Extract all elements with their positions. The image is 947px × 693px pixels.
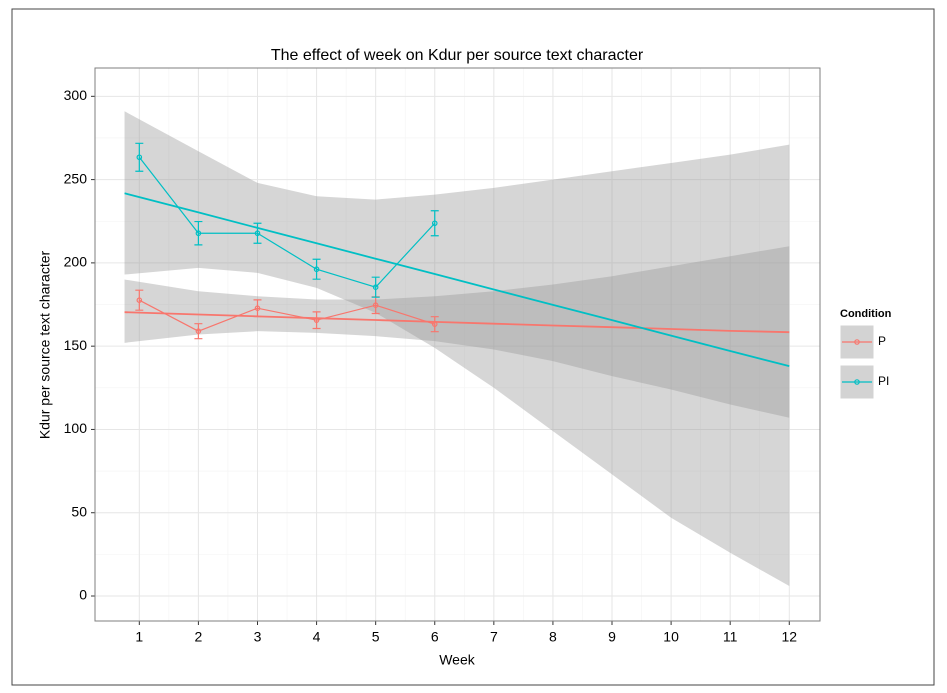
x-tick-label: 3 — [254, 629, 262, 645]
x-tick-label: 1 — [135, 629, 143, 645]
error-bar — [253, 222, 262, 244]
error-bar — [135, 289, 144, 311]
point — [195, 328, 202, 334]
y-tick-label: 150 — [64, 337, 88, 353]
x-tick-label: 12 — [781, 629, 797, 645]
y-tick-label: 100 — [64, 420, 88, 436]
legend-label: P — [878, 334, 886, 348]
error-bar — [371, 276, 380, 298]
series-line — [138, 156, 436, 288]
legend-label: PI — [878, 374, 889, 388]
point — [254, 230, 261, 237]
legend-title: Condition — [840, 308, 892, 320]
error-bar — [253, 299, 262, 318]
x-tick-label: 2 — [195, 629, 203, 645]
error-bar — [194, 323, 203, 340]
x-axis-label: Week — [439, 652, 476, 668]
point — [313, 266, 320, 273]
point — [195, 230, 202, 237]
panel — [95, 68, 820, 621]
error-bar — [312, 258, 321, 280]
error-bar — [194, 220, 203, 246]
y-tick-label: 300 — [64, 87, 88, 103]
x-tick-label: 10 — [663, 629, 679, 645]
x-tick-label: 7 — [490, 629, 498, 645]
fit-line — [124, 192, 790, 368]
x-tick-label: 11 — [723, 629, 738, 645]
panel-border — [94, 67, 821, 622]
point — [136, 154, 143, 161]
confidence-ribbon — [124, 246, 790, 418]
series-line — [139, 299, 435, 332]
error-bar — [312, 311, 321, 330]
point — [431, 220, 438, 227]
chart-title: The effect of week on Kdur per source te… — [271, 47, 644, 64]
point — [254, 305, 261, 311]
y-tick-label: 0 — [79, 587, 87, 603]
point — [372, 302, 379, 308]
legend-point — [854, 379, 860, 385]
y-tick-label: 200 — [64, 254, 88, 270]
point — [372, 284, 379, 291]
error-bar — [135, 142, 144, 172]
x-tick-label: 4 — [313, 629, 321, 645]
point — [313, 317, 320, 323]
y-tick-label: 50 — [71, 503, 87, 519]
x-tick-label: 8 — [549, 629, 557, 645]
fit-line — [124, 311, 790, 334]
legend-point — [854, 339, 860, 345]
x-tick-label: 5 — [372, 629, 380, 645]
error-bar — [430, 210, 439, 237]
x-tick-label: 9 — [608, 629, 616, 645]
y-tick-label: 250 — [64, 170, 88, 186]
y-axis-label: Kdur per source text character — [37, 251, 53, 440]
confidence-ribbon — [124, 111, 790, 587]
point — [136, 297, 143, 303]
error-bar — [430, 316, 439, 333]
x-tick-label: 6 — [431, 629, 439, 645]
point — [431, 321, 438, 327]
